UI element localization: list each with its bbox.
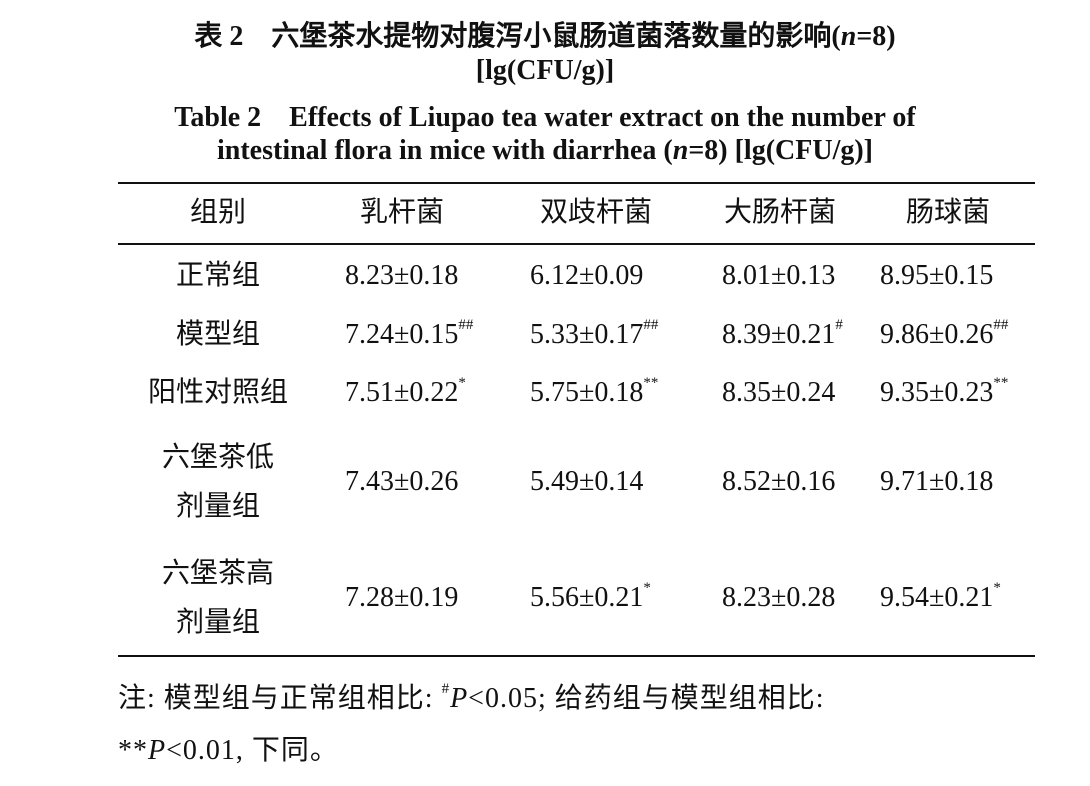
header-cell: 组别 — [189, 197, 246, 228]
group-label: 阳性对照组 — [147, 377, 288, 408]
cell-value: 5.33±0.17 — [530, 319, 644, 350]
cell-value: 7.51±0.22 — [345, 377, 459, 408]
significance-mark: * — [993, 579, 1001, 596]
note: **P<0.01, 下同。 — [118, 728, 339, 768]
cell-value: 8.01±0.13 — [722, 260, 836, 291]
group-label: 正常组 — [175, 260, 260, 291]
cell-value: 9.35±0.23 — [880, 377, 994, 408]
group-label: 剂量组 — [175, 490, 260, 522]
header-cell: 肠球菌 — [906, 197, 991, 228]
significance-mark: ** — [993, 374, 1009, 391]
title-text: =8) — [856, 21, 896, 52]
note-text: <0.05; 给药组与模型组相比: — [468, 683, 825, 714]
title-text: n — [672, 135, 689, 166]
title-cn: 表 2 六堡茶水提物对腹泻小鼠肠道菌落数量的影响(n=8) — [0, 14, 1090, 54]
cell-value: 8.52±0.16 — [722, 466, 836, 497]
top-rule — [118, 182, 1035, 184]
data-cell: 8.23±0.18 — [345, 262, 458, 290]
cell-value: 5.75±0.18 — [530, 377, 644, 408]
header-cell: 乳杆菌 — [360, 197, 445, 228]
data-cell: 8.01±0.13 — [722, 262, 835, 290]
significance-mark: ## — [993, 316, 1009, 333]
note-text: ** — [118, 735, 148, 766]
title-text: =8) [lg(CFU/g)] — [688, 135, 873, 166]
data-cell: 7.43±0.26 — [345, 468, 458, 496]
cell-value: 8.23±0.28 — [722, 582, 836, 613]
data-cell: 9.86±0.26## — [880, 317, 1008, 350]
data-cell: 8.23±0.28 — [722, 584, 835, 612]
cell-value: 8.39±0.21 — [722, 319, 836, 350]
data-cell: 5.75±0.18** — [530, 375, 658, 408]
note: 注: 模型组与正常组相比: #P<0.05; 给药组与模型组相比: — [118, 676, 825, 716]
significance-mark: ## — [643, 316, 659, 333]
group-label: 六堡茶高 — [161, 557, 274, 589]
title-text: 表 2 六堡茶水提物对腹泻小鼠肠道菌落数量的影响( — [194, 21, 841, 52]
cell-value: 5.56±0.21 — [530, 582, 644, 613]
cell-value: 9.86±0.26 — [880, 319, 994, 350]
data-cell: 5.33±0.17## — [530, 317, 658, 350]
note-text: # — [441, 680, 451, 697]
data-cell: 9.35±0.23** — [880, 375, 1008, 408]
data-cell: 6.12±0.09 — [530, 262, 643, 290]
title-en: intestinal flora in mice with diarrhea (… — [0, 135, 1090, 167]
header-cell: 大肠杆菌 — [724, 197, 837, 228]
cell-value: 7.24±0.15 — [345, 319, 459, 350]
data-cell: 8.95±0.15 — [880, 262, 993, 290]
title-en: Table 2 Effects of Liupao tea water extr… — [174, 102, 916, 133]
significance-mark: ## — [458, 316, 474, 333]
data-cell: 9.71±0.18 — [880, 468, 993, 496]
data-cell: 7.28±0.19 — [345, 584, 458, 612]
cell-value: 6.12±0.09 — [530, 260, 644, 291]
cell-value: 9.71±0.18 — [880, 466, 994, 497]
note-text: P — [148, 735, 167, 766]
cell-value: 5.49±0.14 — [530, 466, 644, 497]
title-text: n — [840, 21, 857, 52]
significance-mark: * — [458, 374, 466, 391]
group-label: 六堡茶低 — [161, 441, 274, 473]
cell-value: 8.23±0.18 — [345, 260, 459, 291]
data-cell: 8.39±0.21# — [722, 317, 843, 350]
data-cell: 8.35±0.24 — [722, 379, 835, 407]
significance-mark: ** — [643, 374, 659, 391]
bottom-rule — [118, 655, 1035, 657]
group-label: 剂量组 — [175, 606, 260, 638]
note-text: P — [450, 683, 469, 714]
title-text: intestinal flora in mice with diarrhea ( — [217, 135, 673, 166]
note-text: <0.01, 下同。 — [166, 735, 339, 766]
group-label: 模型组 — [175, 319, 260, 350]
data-cell: 7.51±0.22* — [345, 375, 466, 408]
significance-mark: * — [643, 579, 651, 596]
note-text: 注: 模型组与正常组相比: — [118, 683, 442, 714]
cell-value: 7.28±0.19 — [345, 582, 459, 613]
cell-value: 7.43±0.26 — [345, 466, 459, 497]
data-cell: 5.49±0.14 — [530, 468, 643, 496]
cell-value: 8.95±0.15 — [880, 260, 994, 291]
title-cn-unit: [lg(CFU/g)] — [475, 55, 615, 86]
significance-mark: # — [835, 316, 843, 333]
data-cell: 9.54±0.21* — [880, 580, 1001, 613]
cell-value: 8.35±0.24 — [722, 377, 836, 408]
header-cell: 双歧杆菌 — [540, 197, 653, 228]
cell-value: 9.54±0.21 — [880, 582, 994, 613]
data-cell: 8.52±0.16 — [722, 468, 835, 496]
data-cell: 7.24±0.15## — [345, 317, 473, 350]
data-cell: 5.56±0.21* — [530, 580, 651, 613]
mid-rule — [118, 243, 1035, 245]
